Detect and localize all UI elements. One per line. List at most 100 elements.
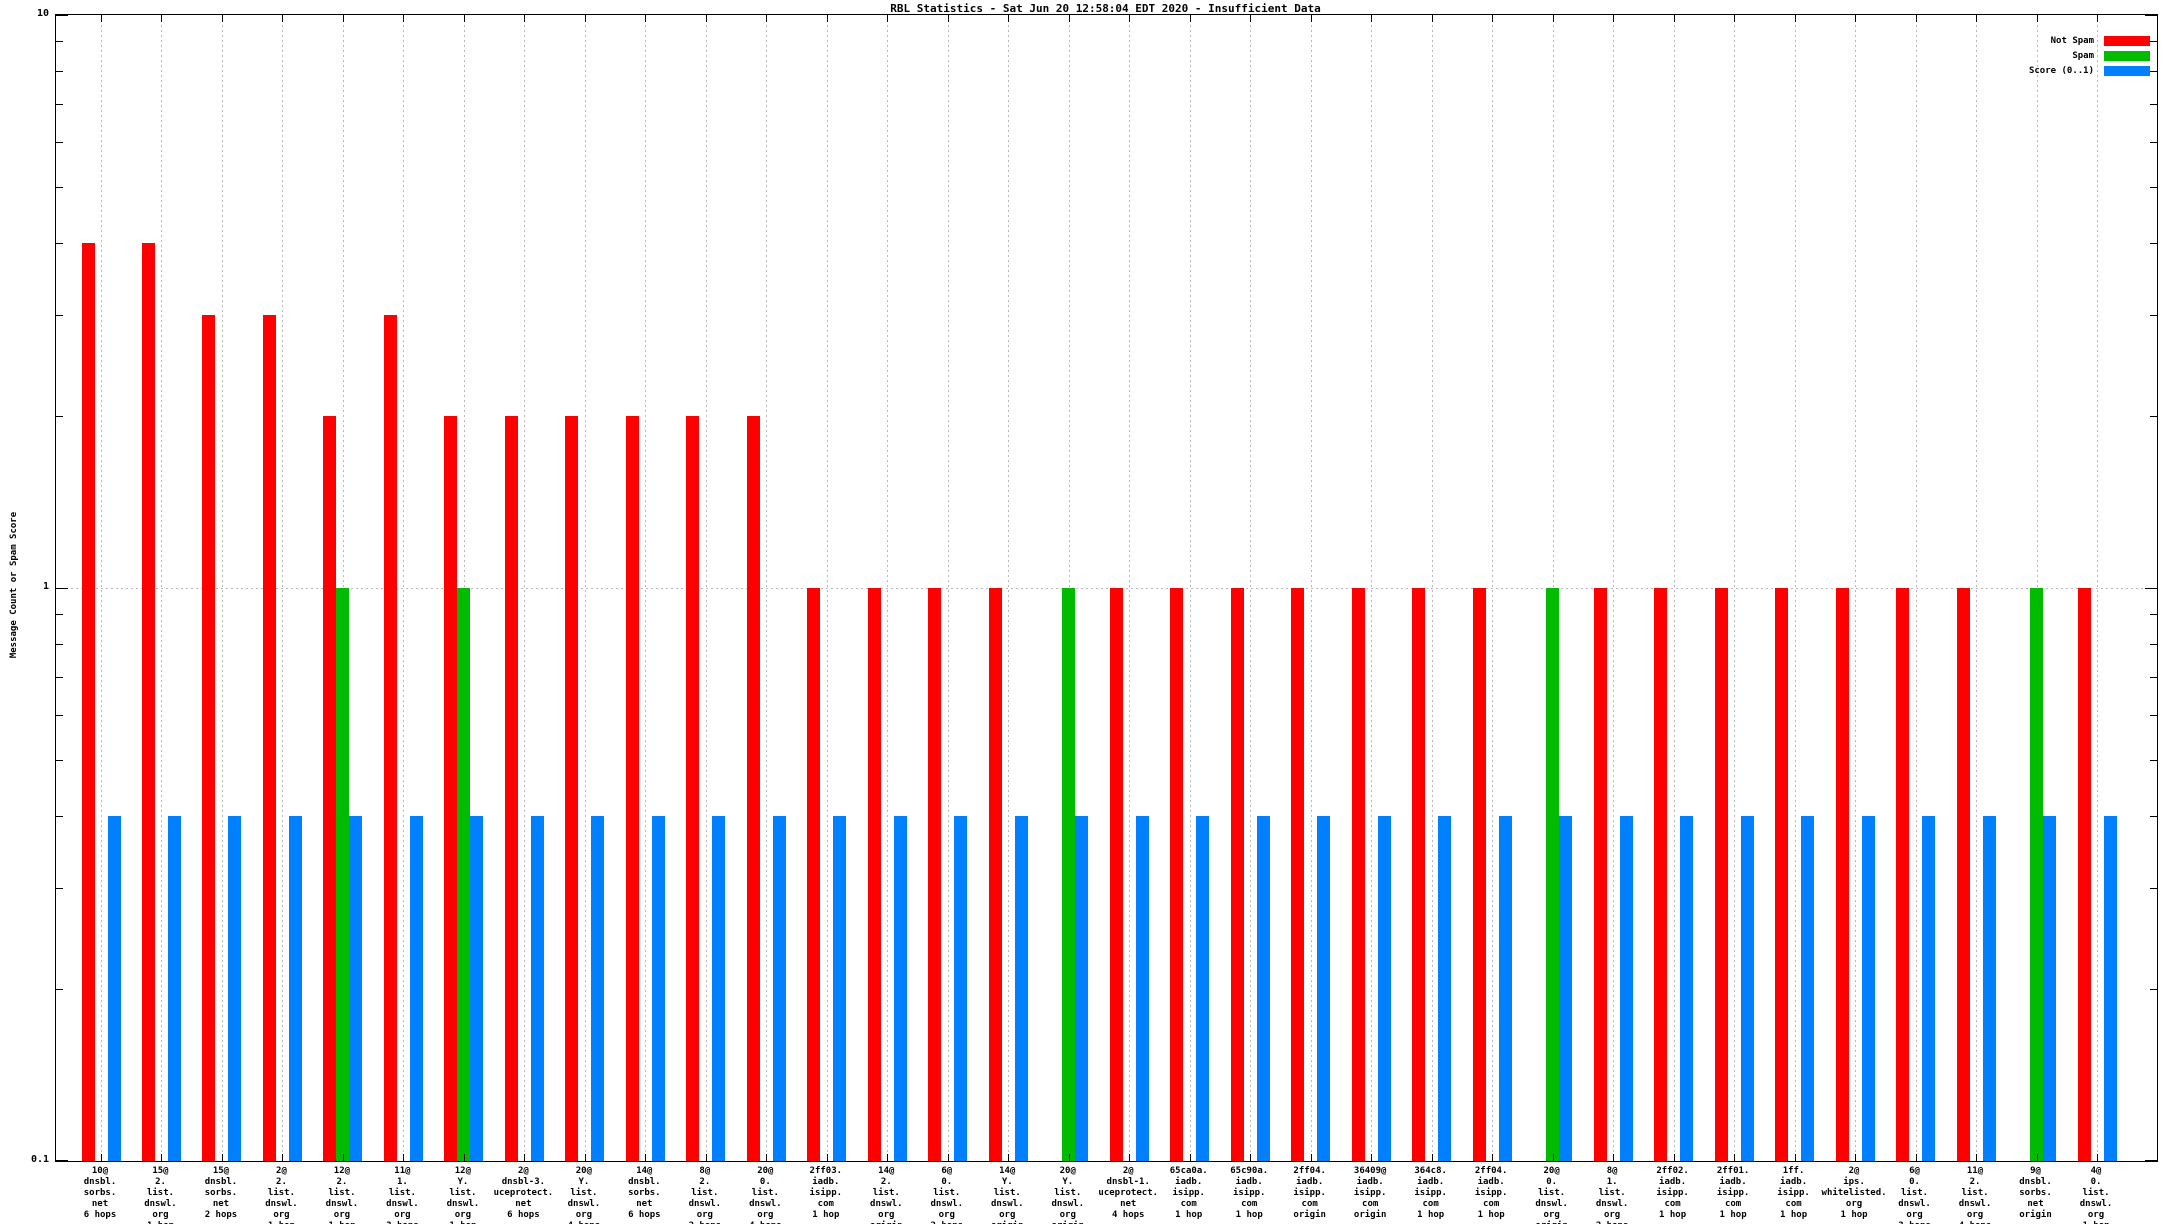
x-tick <box>584 1154 586 1161</box>
bar-score <box>530 816 544 1161</box>
y-major-tick <box>56 1160 68 1161</box>
y-minor-tick <box>56 41 63 43</box>
y-minor-tick <box>56 314 63 316</box>
x-tick-label: 2ff03. iadb. isipp. com 1 hop <box>809 1166 843 1220</box>
bar-score <box>409 816 423 1161</box>
y-major-tick <box>2145 588 2157 589</box>
x-tick-label: 20@ 0. list. dnswl. org 4 hops <box>749 1166 782 1224</box>
x-tick <box>282 15 284 22</box>
y-minor-tick <box>2150 70 2157 72</box>
x-tick-label: 2@ dnsbl-1. uceprotect. net 4 hops <box>1098 1166 1159 1220</box>
x-tick <box>1008 15 1010 22</box>
bar-not-spam <box>1896 588 1910 1161</box>
x-tick-label: 2ff01. iadb. isipp. com 1 hop <box>1716 1166 1750 1220</box>
bar-score <box>288 816 302 1161</box>
x-tick <box>645 1154 647 1161</box>
y-minor-tick <box>56 715 63 717</box>
y-minor-tick <box>2150 816 2157 818</box>
bar-not-spam <box>1351 588 1365 1161</box>
x-tick <box>2036 15 2038 22</box>
x-tick-label: 2ff02. iadb. isipp. com 1 hop <box>1656 1166 1689 1220</box>
x-tick <box>584 15 586 22</box>
bar-not-spam <box>504 415 518 1161</box>
x-tick <box>1673 15 1675 22</box>
y-tick-label: 1 <box>42 581 49 592</box>
x-tick <box>1673 1154 1675 1161</box>
x-tick-label: 11@ 1. list. dnswl. org 3 hops <box>386 1166 419 1224</box>
bar-not-spam <box>1109 588 1123 1161</box>
x-tick <box>2097 15 2098 22</box>
bar-score <box>167 816 181 1161</box>
bar-not-spam <box>928 588 942 1161</box>
bar-score <box>893 816 907 1161</box>
y-minor-tick <box>56 187 63 189</box>
x-tick <box>1068 1154 1070 1161</box>
bar-spam <box>1062 588 1076 1161</box>
x-tick <box>705 15 707 22</box>
bar-score <box>712 816 726 1161</box>
y-minor-tick <box>56 988 63 990</box>
bar-score <box>349 816 363 1161</box>
legend-entry: Spam <box>2072 51 2150 61</box>
y-minor-tick <box>2150 142 2157 144</box>
legend-swatch <box>2104 66 2150 76</box>
x-tick <box>1915 1154 1917 1161</box>
x-tick-label: 2ff04. iadb. isipp. com origin <box>1293 1166 1326 1220</box>
bar-score <box>2043 816 2056 1161</box>
x-tick <box>1371 1154 1373 1161</box>
bar-score <box>1680 816 1694 1161</box>
x-tick-label: 14@ Y. list. dnswl. org origin <box>991 1166 1024 1224</box>
legend-label: Not Spam <box>2050 36 2094 46</box>
bar-score <box>1438 816 1452 1161</box>
x-tick-label: 1ff. iadb. isipp. com 1 hop <box>1777 1166 1810 1220</box>
x-tick <box>101 1154 102 1161</box>
y-minor-tick <box>56 887 63 889</box>
x-tick <box>221 1154 223 1161</box>
bar-score <box>954 816 968 1161</box>
x-tick <box>1734 15 1736 22</box>
x-tick <box>1371 15 1373 22</box>
bar-not-spam <box>1472 588 1486 1161</box>
y-minor-tick <box>2150 415 2157 417</box>
x-tick <box>1129 1154 1131 1161</box>
y-major-tick <box>56 588 68 589</box>
x-tick <box>1310 1154 1312 1161</box>
bar-not-spam <box>383 314 397 1161</box>
y-tick-label: 10 <box>36 8 49 19</box>
x-tick <box>1250 1154 1252 1161</box>
bar-not-spam <box>141 243 155 1161</box>
x-tick <box>1310 15 1312 22</box>
bar-not-spam <box>1412 588 1426 1161</box>
bar-score <box>2103 816 2117 1161</box>
x-tick <box>1613 1154 1615 1161</box>
y-minor-tick <box>2150 41 2157 43</box>
y-minor-tick <box>56 415 63 417</box>
x-tick-label: 14@ dnsbl. sorbs. net 6 hops <box>628 1166 661 1220</box>
chart-title: RBL Statistics - Sat Jun 20 12:58:04 EDT… <box>890 2 1321 15</box>
bar-not-spam <box>323 415 337 1161</box>
x-tick-label: 4@ 0. list. dnswl. org 1 hop <box>2079 1166 2113 1224</box>
bar-not-spam <box>81 243 95 1161</box>
x-tick <box>1008 1154 1010 1161</box>
bar-not-spam <box>1170 588 1184 1161</box>
x-tick <box>1431 1154 1433 1161</box>
x-tick <box>947 15 949 22</box>
bar-not-spam <box>565 415 579 1161</box>
bar-score <box>1801 816 1815 1161</box>
x-tick <box>463 15 465 22</box>
x-tick <box>1492 1154 1494 1161</box>
x-tick-label: 10@ dnsbl. sorbs. net 6 hops <box>83 1166 117 1220</box>
x-tick-label: 36409@ iadb. isipp. com origin <box>1353 1166 1387 1220</box>
x-tick-label: 2@ ips. whitelisted. org 1 hop <box>1821 1166 1887 1220</box>
y-minor-tick <box>56 760 63 762</box>
x-tick <box>705 1154 707 1161</box>
bar-not-spam <box>625 415 639 1161</box>
x-tick-label: 12@ 2. list. dnswl. org 1 hop <box>325 1166 359 1224</box>
y-minor-tick <box>56 676 63 678</box>
x-tick <box>1976 15 1978 22</box>
bar-not-spam <box>686 415 700 1161</box>
x-tick-label: 2@ dnsbl-3. uceprotect. net 6 hops <box>493 1166 554 1220</box>
x-tick <box>1613 15 1615 22</box>
x-tick-label: 65c90a. iadb. isipp. com 1 hop <box>1230 1166 1269 1220</box>
x-tick <box>1250 15 1252 22</box>
